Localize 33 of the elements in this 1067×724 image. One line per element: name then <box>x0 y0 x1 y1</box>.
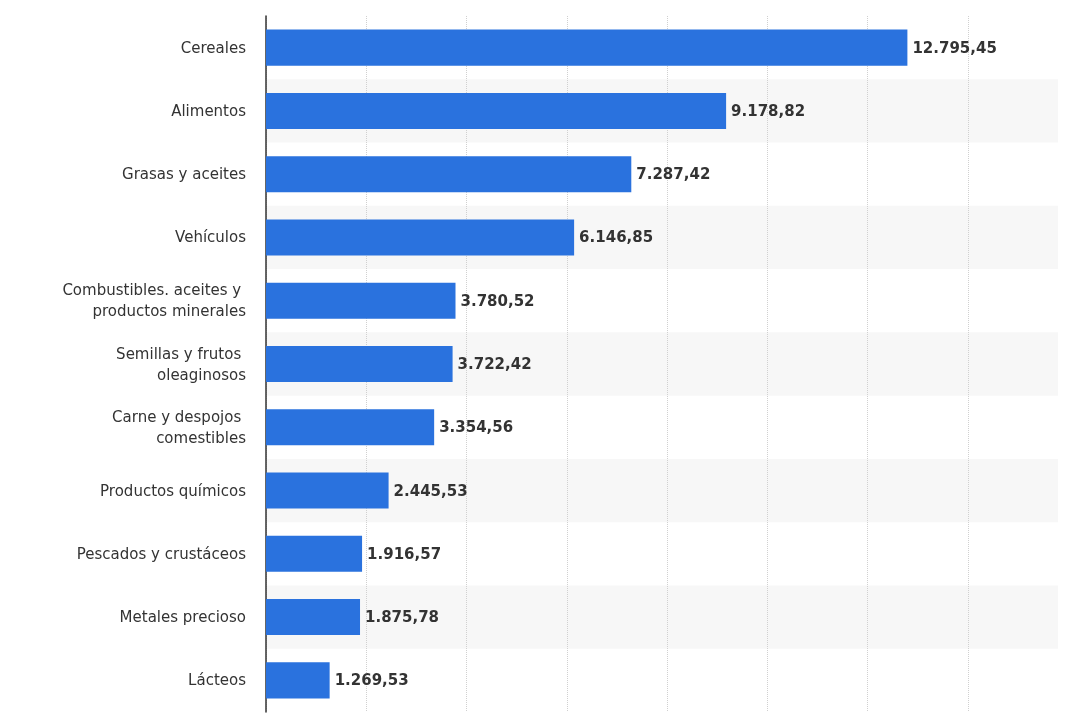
y-tick-label: Productos químicos <box>100 481 247 500</box>
data-label: 3.722,42 <box>457 355 532 373</box>
y-tick-label: Pescados y crustáceos <box>76 544 247 563</box>
y-tick-label: Alimentos <box>171 101 247 120</box>
y-tick-label: Cereales <box>180 38 247 57</box>
y-tick-label: Combustibles. aceites y productos minerales <box>62 281 247 321</box>
y-tick-label: Vehículos <box>175 228 247 247</box>
data-label: 1.875,78 <box>365 608 440 627</box>
bar <box>266 219 575 256</box>
bar <box>266 535 363 572</box>
bar <box>266 662 330 699</box>
bar <box>266 282 456 319</box>
data-label: 3.354,56 <box>439 418 514 437</box>
data-label: 3.780,52 <box>460 291 535 310</box>
bar <box>266 599 361 636</box>
data-label: 6.146,85 <box>579 228 654 247</box>
data-label: 12.795,45 <box>912 38 997 57</box>
y-tick-label: Carne y despojos comestibles <box>112 407 247 447</box>
y-tick-label: Semillas y frutos oleaginosos <box>116 344 247 384</box>
y-tick-label: Metales precioso <box>119 608 246 627</box>
data-label: 2.445,53 <box>393 481 468 500</box>
bar <box>266 29 908 66</box>
bar <box>266 92 727 129</box>
data-label: 1.916,57 <box>367 544 442 563</box>
bar <box>266 472 389 509</box>
y-tick-label: Lácteos <box>188 671 247 690</box>
data-label: 1.269,53 <box>334 671 409 690</box>
data-label: 9.178,82 <box>731 101 806 120</box>
bar <box>266 409 435 446</box>
bar <box>266 345 453 383</box>
bar <box>266 156 632 193</box>
data-label: 7.287,42 <box>636 165 711 184</box>
y-tick-label: Grasas y aceites <box>122 165 247 184</box>
